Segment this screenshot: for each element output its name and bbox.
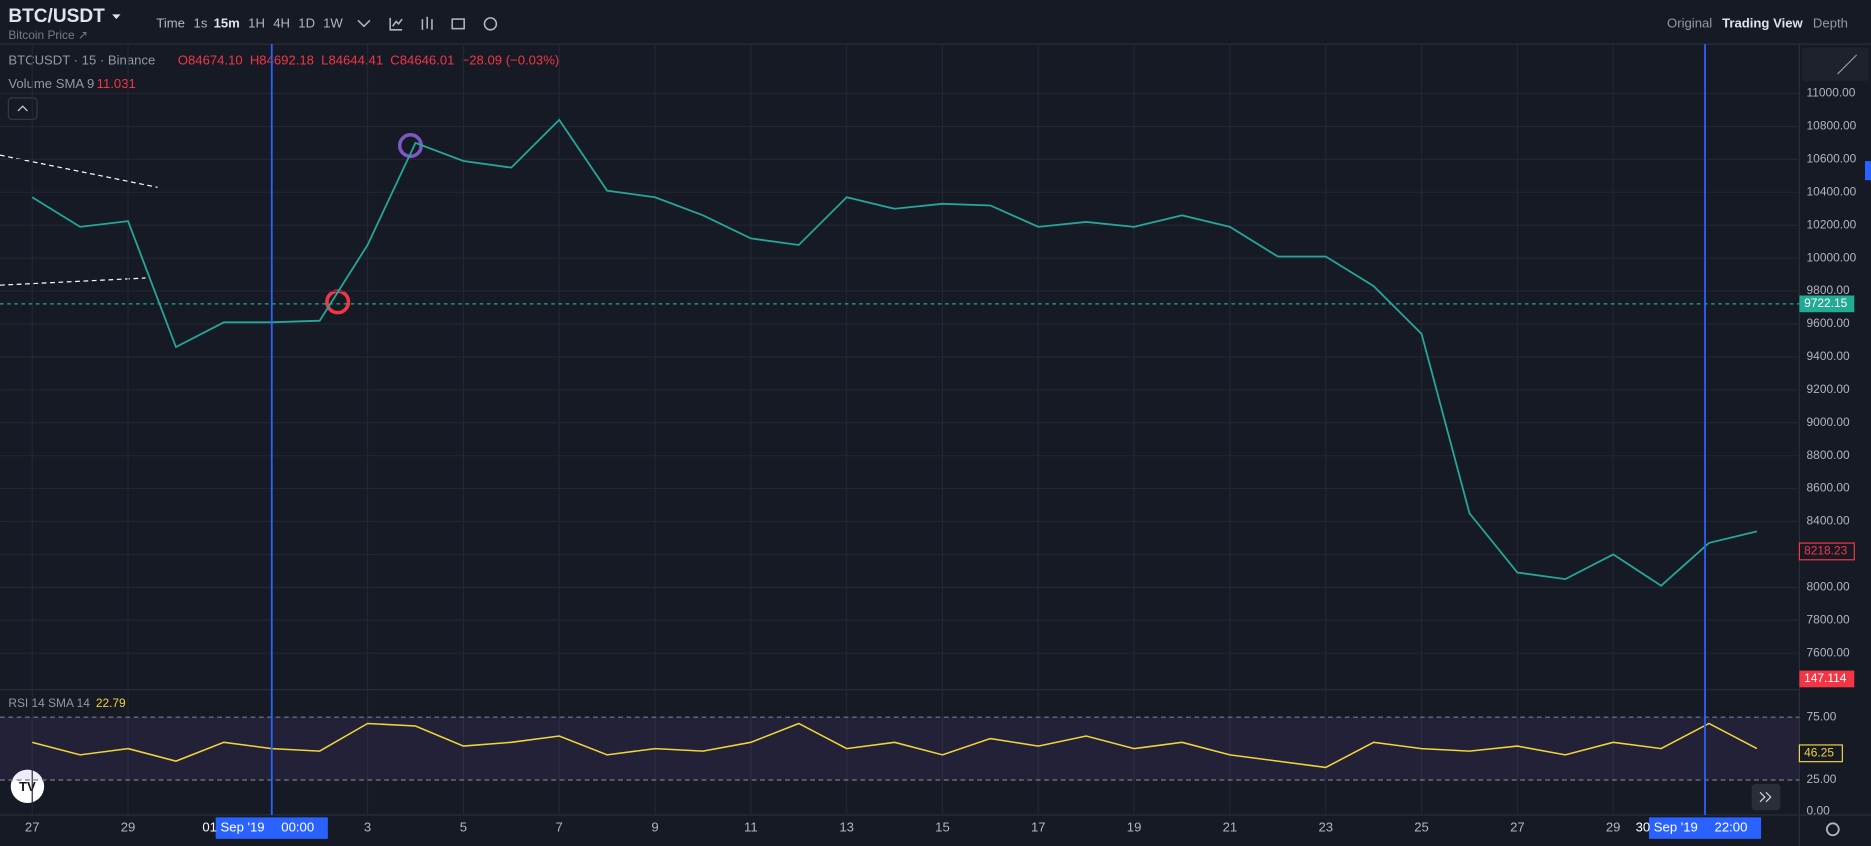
trend-line xyxy=(0,154,158,188)
more-icon[interactable] xyxy=(357,19,371,28)
collapse-button[interactable] xyxy=(7,97,38,120)
crosshair-label-box xyxy=(1648,817,1762,839)
y-tick-label: 7800.00 xyxy=(1807,612,1850,626)
x-tick-label: 13 xyxy=(839,820,854,835)
close-label: 8218.23 xyxy=(1804,544,1847,558)
x-tick-label: 9 xyxy=(651,820,658,835)
crosshair-label-box xyxy=(215,817,328,839)
scroll-marker xyxy=(1865,161,1871,181)
y-tick-label: 25.00 xyxy=(1807,772,1837,786)
x-tick-label: 15 xyxy=(935,820,950,835)
timeframe[interactable]: 1s xyxy=(194,15,208,30)
indicator-icon[interactable] xyxy=(389,17,403,31)
timeframe[interactable]: 1D xyxy=(298,15,315,30)
volume-label: 147.114 xyxy=(1804,671,1847,685)
x-tick-label: 17 xyxy=(1031,820,1046,835)
rsi-label-box xyxy=(1798,744,1843,763)
y-tick-label: 9400.00 xyxy=(1807,349,1850,363)
rsi-title: RSI 14 SMA 14 xyxy=(8,696,90,710)
x-tick-label: 29 xyxy=(1606,820,1621,835)
y-tick-label: 9600.00 xyxy=(1807,316,1850,330)
ohlc-value: −28.09 (−0.03%) xyxy=(462,52,560,67)
crosshair-time: 22:00 xyxy=(1715,820,1748,835)
price-line xyxy=(31,118,1758,587)
timeframe[interactable]: 1W xyxy=(323,15,343,30)
y-tick-label: 10400.00 xyxy=(1807,184,1857,198)
symbol[interactable]: BTC/USDT xyxy=(8,6,105,27)
trend-line xyxy=(0,277,146,286)
x-tick-label: 29 xyxy=(121,820,136,835)
x-tick-label: 7 xyxy=(556,820,563,835)
legend-indicator: Volume SMA 9 xyxy=(8,76,94,91)
y-tick-label: 9000.00 xyxy=(1807,415,1850,429)
y-tick-label: 7600.00 xyxy=(1807,645,1850,659)
view-tab[interactable]: Trading View xyxy=(1722,15,1803,30)
legend-symbol: BTCUSDT · 15 · Binance xyxy=(8,52,155,67)
subtitle[interactable]: Bitcoin Price ↗ xyxy=(8,28,88,42)
y-tick-label: 10800.00 xyxy=(1807,119,1857,133)
y-tick-label: 8400.00 xyxy=(1807,514,1850,528)
x-tick-label: 27 xyxy=(25,820,40,835)
timeframe[interactable]: Time xyxy=(156,15,185,30)
y-tick-label: 8600.00 xyxy=(1807,481,1850,495)
y-tick-label: 9800.00 xyxy=(1807,283,1850,297)
ohlc-value: L84644.41 xyxy=(321,52,383,67)
timeframe[interactable]: 1H xyxy=(248,15,265,30)
drawing-tools[interactable] xyxy=(1801,47,1869,82)
rsi-sma: 22.79 xyxy=(96,696,126,710)
x-tick-label: 11 xyxy=(744,820,758,835)
x-tick-label: 27 xyxy=(1510,820,1525,835)
y-tick-label: 8000.00 xyxy=(1807,580,1850,594)
legend-indicator-value: 11.031 xyxy=(97,76,136,91)
x-tick-label: 25 xyxy=(1414,820,1429,835)
y-tick-label: 9200.00 xyxy=(1807,382,1850,396)
crosshair-date: 30 Sep '19 xyxy=(1636,820,1698,835)
settings-icon[interactable] xyxy=(1825,822,1840,837)
y-tick-label: 0.00 xyxy=(1807,804,1831,818)
price-label-box xyxy=(1799,295,1855,313)
tool-icons xyxy=(357,16,498,31)
x-tick-label: 5 xyxy=(460,820,467,835)
timeframe[interactable]: 15m xyxy=(214,15,240,30)
volume-label-box xyxy=(1799,670,1855,688)
x-tick-label: 21 xyxy=(1223,820,1238,835)
symbol-dropdown[interactable] xyxy=(112,14,121,20)
y-tick-label: 75.00 xyxy=(1807,709,1837,723)
rsi-line xyxy=(32,722,1758,769)
y-tick-label: 10200.00 xyxy=(1807,217,1857,231)
x-tick-label: 3 xyxy=(364,820,371,835)
ohlc-value: C84646.01 xyxy=(390,52,454,67)
view-tab[interactable]: Original xyxy=(1667,15,1712,30)
ohlc-value: O84674.10 xyxy=(178,52,243,67)
camera-icon[interactable] xyxy=(451,18,465,30)
rsi-label: 46.25 xyxy=(1804,745,1834,759)
scroll-right[interactable] xyxy=(1751,783,1781,811)
y-tick-label: 10000.00 xyxy=(1807,250,1857,264)
ohlc-value: H84692.18 xyxy=(250,52,314,67)
close-label-box xyxy=(1798,542,1855,561)
y-tick-label: 10600.00 xyxy=(1807,152,1857,166)
x-tick-label: 19 xyxy=(1127,820,1142,835)
collapse-icon xyxy=(17,105,28,112)
draw-icon[interactable] xyxy=(1837,54,1858,75)
add-icon[interactable] xyxy=(483,17,498,31)
scroll-icon xyxy=(1759,791,1772,803)
logo-text: TV xyxy=(19,779,36,794)
x-tick-label: 23 xyxy=(1318,820,1333,835)
crosshair-time: 00:00 xyxy=(281,820,314,835)
candles-icon[interactable] xyxy=(421,16,433,30)
crosshair-date: 01 Sep '19 xyxy=(202,820,264,835)
y-tick-label: 11000.00 xyxy=(1807,86,1856,100)
logo xyxy=(10,769,45,804)
timeframe[interactable]: 4H xyxy=(273,15,290,30)
y-tick-label: 8800.00 xyxy=(1807,448,1850,462)
price-label: 9722.15 xyxy=(1804,296,1847,310)
view-tab[interactable]: Depth xyxy=(1813,15,1848,30)
